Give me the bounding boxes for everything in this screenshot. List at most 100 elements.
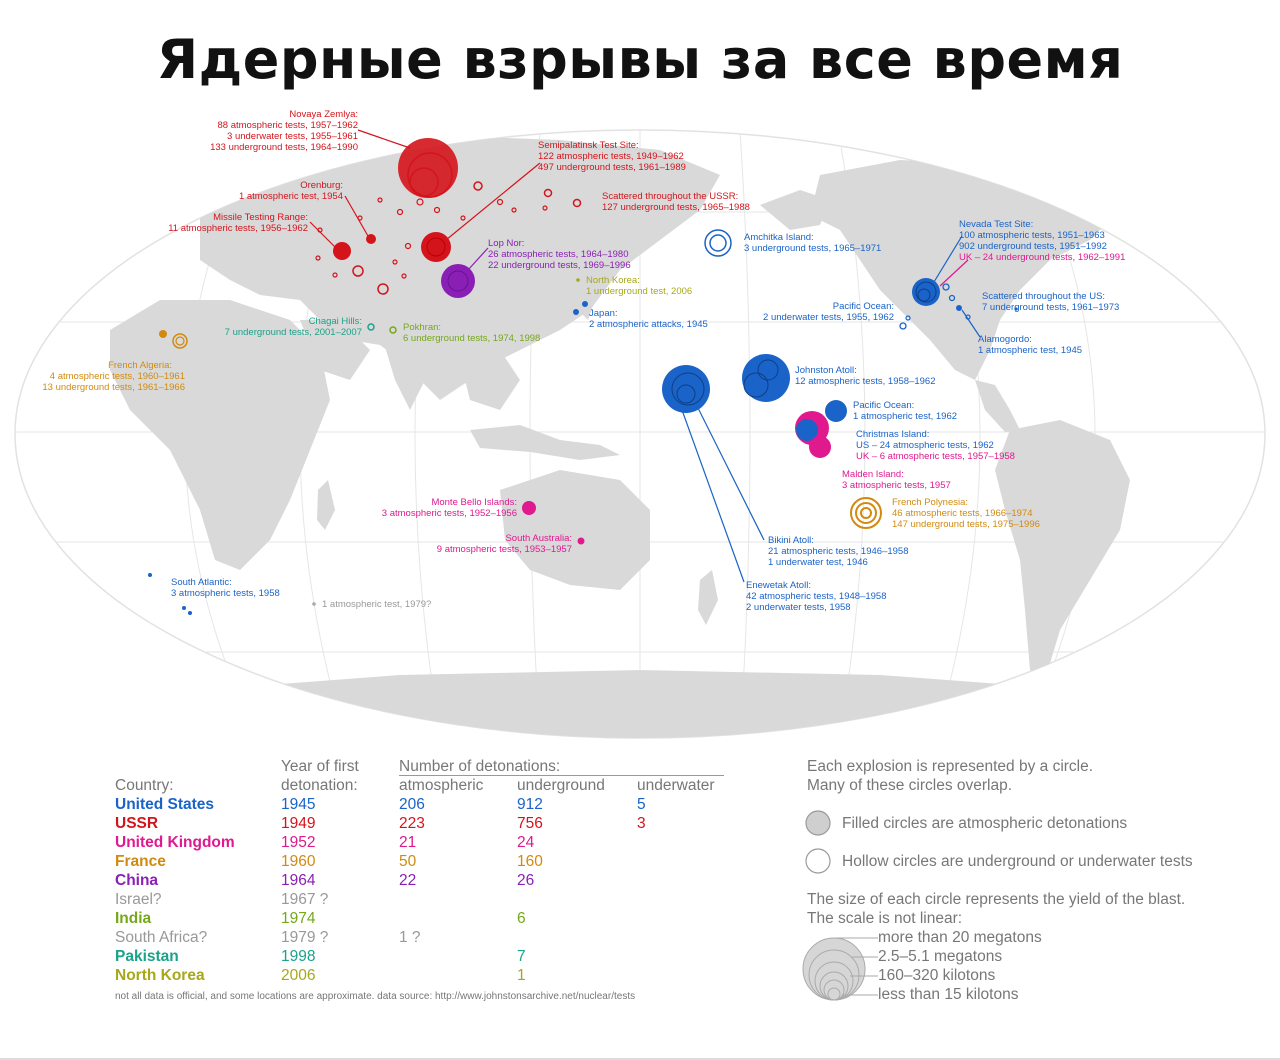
marker-french-polynesia: [850, 497, 882, 529]
label-pacific-ocean-1: Pacific Ocean: 2 underwater tests, 1955, …: [763, 301, 894, 323]
label-johnston: Johnston Atoll: 12 atmospheric tests, 195…: [795, 365, 935, 387]
scale-label-1: more than 20 megatons: [878, 929, 1042, 946]
land-greenland: [1060, 140, 1160, 205]
row-underground: 26: [517, 872, 535, 889]
header-number: Number of detonations:: [399, 758, 561, 775]
marker-missile-range: [333, 242, 351, 260]
label-scattered-us: Scattered throughout the US: 7 undergroun…: [982, 291, 1119, 313]
label-semipalatinsk: Semipalatinsk Test Site: 122 atmospheric …: [538, 140, 686, 173]
land-madagascar: [317, 480, 335, 530]
label-novaya-zemlya: Novaya Zemlya: 88 atmospheric tests, 1957…: [210, 109, 358, 153]
header-underwater: underwater: [637, 777, 715, 794]
marker-pacific-underwater: [899, 322, 907, 330]
marker-in-ekker: [172, 333, 188, 349]
data-source-note: not all data is official, and some locat…: [115, 991, 636, 1002]
marker-1979: [312, 602, 316, 606]
map-text: Novaya Zemlya: 88 atmospheric tests, 1957…: [42, 109, 1125, 613]
legend-line-1: Each explosion is represented by a circl…: [807, 758, 1094, 775]
label-pokhran: Pokhran: 6 underground tests, 1974, 1998: [403, 322, 540, 344]
row-country: India: [115, 910, 152, 927]
scale-label-2: 2.5–5.1 megatons: [878, 948, 1003, 965]
marker-alamogordo: [956, 305, 962, 311]
label-amchitka: Amchitka Island: 3 underground tests, 196…: [744, 232, 881, 254]
land-se-asia: [460, 350, 520, 410]
row-country: France: [115, 853, 166, 870]
row-year: 1964: [281, 872, 316, 889]
row-underwater: 5: [637, 796, 646, 813]
marker-monte-bello: [522, 501, 536, 515]
land-north-america: [810, 160, 1120, 380]
row-underground: 6: [517, 910, 526, 927]
row-atmospheric: 21: [399, 834, 417, 851]
row-atmospheric: 22: [399, 872, 417, 889]
row-country: USSR: [115, 815, 159, 832]
marker-pokhran: [389, 326, 397, 334]
label-missile-range: Missile Testing Range: 11 atmospheric tes…: [168, 212, 308, 234]
land-africa: [110, 300, 330, 570]
legend-size-1: The size of each circle represents the y…: [807, 891, 1186, 908]
legend-hollow: Hollow circles are underground or underw…: [842, 853, 1193, 870]
land-new-zealand: [698, 570, 718, 625]
row-country: China: [115, 872, 159, 889]
row-underground: 24: [517, 834, 535, 851]
label-malden: Malden Island: 3 atmospheric tests, 1957: [842, 469, 951, 491]
marker-south-australia: [577, 537, 585, 545]
label-french-polynesia: French Polynesia: 46 atmospheric tests, 1…: [892, 497, 1040, 530]
legend-line-2: Many of these circles overlap.: [807, 777, 1013, 794]
label-monte-bello: Monte Bello Islands: 3 atmospheric tests,…: [382, 497, 517, 519]
row-year: 1960: [281, 853, 316, 870]
row-year: 1998: [281, 948, 316, 965]
row-country: South Africa?: [115, 929, 208, 946]
land-japan: [575, 270, 598, 320]
row-year: 1979 ?: [281, 929, 329, 946]
land-india: [380, 320, 440, 410]
header-country: Country:: [115, 777, 174, 794]
label-christmas-island: Christmas Island: US – 24 atmospheric tes…: [856, 429, 1015, 462]
row-year: 2006: [281, 967, 316, 984]
marker-lop-nor: [441, 264, 475, 298]
row-country: Pakistan: [115, 948, 179, 965]
hollow-circle-icon: [805, 848, 831, 874]
row-year: 1974: [281, 910, 316, 927]
marker-amchitka: [704, 229, 732, 257]
land-australia: [500, 470, 650, 590]
header-year-2: detonation:: [281, 777, 358, 794]
marker-hiroshima: [573, 309, 579, 315]
page-title: Ядерные взрывы за все время: [156, 28, 1124, 91]
row-underground: 912: [517, 796, 543, 813]
row-atmospheric: 1 ?: [399, 929, 421, 946]
label-south-australia: South Australia: 9 atmospheric tests, 195…: [437, 533, 572, 555]
land-indonesia: [470, 425, 620, 460]
row-atmospheric: 223: [399, 815, 425, 832]
label-alamogordo: Alamogordo: 1 atmospheric test, 1945: [978, 334, 1082, 356]
land-central-america: [975, 380, 1020, 432]
marker-north-korea: [576, 278, 580, 282]
header-year-1: Year of first: [281, 758, 359, 775]
label-chagai: Chagai Hills: 7 underground tests, 2001–2…: [225, 316, 362, 338]
marker-nagasaki: [582, 301, 588, 307]
label-bikini: Bikini Atoll: 21 atmospheric tests, 1946–…: [768, 535, 908, 568]
label-scattered-ussr: Scattered throughout the USSR: 127 underg…: [602, 191, 750, 213]
marker-semipalatinsk: [421, 232, 451, 262]
scale-label-3: 160–320 kilotons: [878, 967, 996, 984]
row-atmospheric: 206: [399, 796, 425, 813]
marker-chagai: [367, 323, 375, 331]
land-alaska: [760, 190, 830, 230]
world-map: Novaya Zemlya: 88 atmospheric tests, 1957…: [14, 109, 1266, 739]
label-south-atlantic: South Atlantic: 3 atmospheric tests, 1958: [171, 577, 280, 599]
row-country: United States: [115, 796, 215, 813]
label-lop-nor: Lop Nor: 26 atmospheric tests, 1964–1980 2…: [488, 238, 631, 271]
row-underground: 7: [517, 948, 526, 965]
filled-circle-icon: [805, 810, 831, 836]
row-underground: 756: [517, 815, 543, 832]
row-year: 1945: [281, 796, 316, 813]
scale-label-4: less than 15 kilotons: [878, 986, 1019, 1003]
row-underground: 1: [517, 967, 526, 984]
row-underwater: 3: [637, 815, 646, 832]
legend-filled: Filled circles are atmospheric detonatio…: [842, 815, 1128, 832]
bottom-divider: [0, 1058, 1280, 1060]
size-scale-icon: [802, 937, 878, 1001]
marker-malden: [809, 436, 831, 458]
row-country: North Korea: [115, 967, 205, 984]
marker-south-atlantic: [148, 573, 152, 577]
